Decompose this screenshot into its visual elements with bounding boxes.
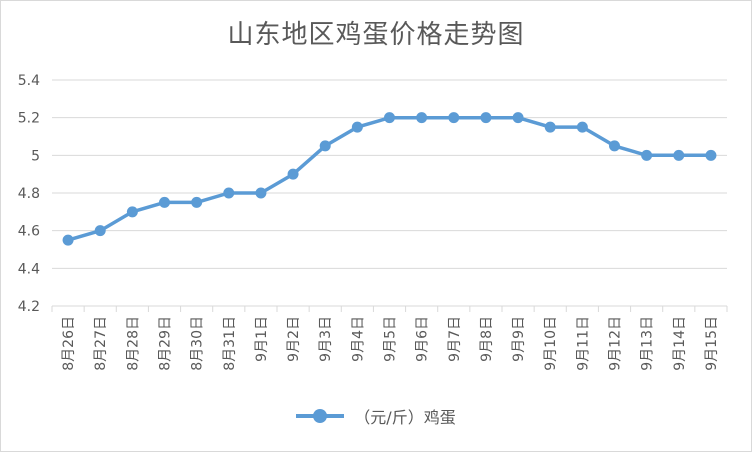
x-tick-label: 8月26日 [61, 316, 77, 371]
data-point [159, 196, 170, 208]
x-tick-label: 9月2日 [286, 316, 302, 362]
legend-label: （元/斤）鸡蛋 [354, 408, 456, 427]
x-tick-label: 8月27日 [93, 316, 109, 371]
data-point [448, 112, 460, 124]
y-tick-label: 5.4 [18, 73, 40, 89]
x-tick-label: 9月6日 [415, 316, 431, 362]
y-tick-label: 4.4 [18, 261, 40, 277]
y-tick-label: 4.8 [18, 186, 40, 202]
data-point [126, 206, 138, 218]
y-tick-label: 4.6 [18, 224, 40, 240]
data-point [351, 121, 363, 133]
data-point [480, 112, 492, 124]
x-tick-label: 9月8日 [479, 316, 495, 362]
x-tick-label: 9月15日 [704, 316, 720, 371]
data-point [609, 140, 620, 152]
y-tick-label: 5 [31, 148, 40, 164]
data-point [287, 168, 299, 180]
x-tick-label: 9月12日 [608, 316, 624, 371]
x-tick-label: 8月30日 [190, 316, 206, 371]
chart-title: 山东地区鸡蛋价格走势图 [227, 20, 525, 50]
data-point [62, 234, 74, 246]
data-point [255, 187, 267, 199]
x-tick-label: 9月4日 [350, 316, 366, 362]
y-tick-label: 4.2 [18, 299, 40, 315]
data-point [319, 140, 331, 152]
data-point [223, 187, 235, 199]
series-line [66, 115, 713, 242]
x-tick-label: 9月13日 [640, 316, 656, 371]
x-tick-label: 9月9日 [511, 316, 527, 362]
legend: （元/斤）鸡蛋 [0, 404, 752, 428]
x-tick-label: 9月14日 [672, 316, 688, 371]
data-point [512, 112, 524, 124]
data-point [641, 149, 653, 161]
data-point [384, 112, 395, 124]
data-point [544, 121, 556, 133]
legend-marker-icon [296, 408, 345, 424]
x-tick-label: 9月11日 [575, 316, 591, 371]
x-tick-label: 9月7日 [447, 316, 463, 362]
x-tick-label: 9月5日 [383, 316, 399, 362]
data-point [576, 121, 588, 133]
x-tick-label: 9月3日 [318, 316, 334, 362]
data-point [94, 225, 106, 237]
x-tick-label: 9月1日 [254, 316, 270, 362]
data-point [191, 196, 203, 208]
x-tick-label: 8月29日 [158, 316, 174, 371]
x-tick-label: 8月28日 [125, 316, 141, 371]
x-tick-label: 8月31日 [222, 316, 238, 371]
data-point [705, 149, 717, 161]
x-tick-label: 9月10日 [543, 316, 559, 371]
data-point [673, 149, 685, 161]
y-tick-label: 5.2 [18, 111, 40, 127]
data-point [416, 112, 428, 124]
